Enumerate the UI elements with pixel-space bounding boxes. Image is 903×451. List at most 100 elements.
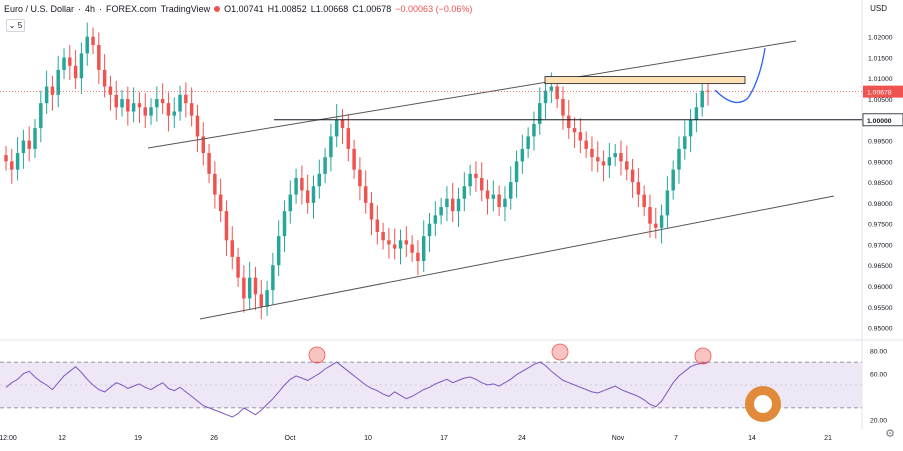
candle-body bbox=[126, 99, 130, 112]
candle-body bbox=[114, 94, 118, 108]
candle-body bbox=[44, 86, 49, 104]
time-tick-label: 14 bbox=[748, 435, 756, 442]
candle-body bbox=[189, 103, 194, 116]
rsi-tick-label: 60.00 bbox=[870, 372, 887, 379]
candle-body bbox=[265, 290, 269, 307]
candle-body bbox=[433, 215, 438, 224]
candle-body bbox=[143, 107, 147, 116]
price-tick-label: 0.97500 bbox=[868, 222, 893, 229]
collapse-indicators-button[interactable]: ⌄ 5 bbox=[6, 19, 25, 32]
rsi-line bbox=[5, 361, 709, 418]
candle-body bbox=[613, 153, 617, 158]
rsi-tick-label: 80.00 bbox=[870, 349, 887, 356]
candle-body bbox=[462, 186, 467, 199]
candle-body bbox=[207, 153, 211, 174]
interval-label[interactable]: 4h bbox=[85, 4, 96, 14]
candle-body bbox=[572, 128, 577, 133]
candle-body bbox=[468, 173, 472, 187]
candle-body bbox=[288, 194, 293, 212]
candle-body bbox=[329, 136, 333, 158]
candle-body bbox=[654, 223, 658, 228]
current-price-tag bbox=[863, 85, 903, 98]
candle-body bbox=[97, 45, 101, 70]
low-value: L1.00668 bbox=[310, 4, 349, 14]
upper-trendline bbox=[147, 40, 797, 149]
candle-body bbox=[497, 194, 501, 208]
candle-body bbox=[445, 198, 449, 208]
candle-body bbox=[607, 157, 612, 166]
candle-body bbox=[282, 211, 287, 237]
symbol-name[interactable]: Euro / U.S. Dollar bbox=[4, 4, 75, 14]
candle-body bbox=[253, 277, 258, 295]
candle-body bbox=[665, 190, 670, 216]
candle-body bbox=[532, 123, 536, 137]
candle-body bbox=[398, 240, 403, 249]
currency-label[interactable]: USD bbox=[870, 4, 887, 13]
candle-body bbox=[549, 86, 554, 91]
candle-body bbox=[491, 194, 496, 199]
close-value: C1.00678 bbox=[352, 4, 392, 14]
parity-level-label: 1.00000 bbox=[867, 118, 892, 125]
candle-body bbox=[317, 173, 322, 187]
candle-body bbox=[10, 161, 14, 170]
candle-body bbox=[178, 94, 182, 112]
time-tick-label: 21 bbox=[824, 435, 832, 442]
candle-body bbox=[584, 140, 588, 149]
candle-body bbox=[33, 128, 37, 149]
candle-body bbox=[590, 148, 594, 158]
candle-body bbox=[334, 119, 339, 137]
candle-body bbox=[242, 277, 246, 299]
candle-body bbox=[630, 169, 635, 183]
candle-body bbox=[421, 236, 426, 262]
candle-body bbox=[172, 111, 176, 116]
time-tick-label: 12 bbox=[58, 435, 66, 442]
candle-body bbox=[73, 65, 78, 79]
time-tick-label: 26 bbox=[210, 435, 218, 442]
candle-body bbox=[596, 157, 600, 162]
current-price-label: 1.00678 bbox=[867, 90, 892, 97]
candle-body bbox=[201, 136, 205, 154]
candle-body bbox=[503, 198, 507, 208]
price-tick-label: 0.98000 bbox=[868, 201, 893, 208]
candle-body bbox=[474, 173, 478, 178]
price-tick-label: 1.01000 bbox=[868, 76, 893, 83]
candle-body bbox=[381, 231, 385, 241]
candle-body bbox=[276, 236, 281, 266]
candle-body bbox=[625, 161, 629, 170]
rsi-overbought-circle bbox=[551, 343, 569, 361]
time-tick-label: 10 bbox=[364, 435, 372, 442]
candle-body bbox=[271, 265, 275, 291]
candle-body bbox=[39, 103, 43, 129]
candle-body bbox=[520, 148, 525, 162]
price-tick-label: 1.02000 bbox=[868, 35, 893, 42]
candle-body bbox=[543, 90, 548, 104]
candle-body bbox=[50, 86, 55, 95]
chevron-down-icon: ⌄ bbox=[8, 21, 16, 30]
candle-body bbox=[636, 182, 641, 195]
time-tick-label: Oct bbox=[285, 435, 296, 442]
price-tick-label: 1.01500 bbox=[868, 55, 893, 62]
candle-body bbox=[392, 244, 397, 249]
candle-body bbox=[340, 119, 345, 129]
candle-body bbox=[230, 240, 235, 257]
candle-body bbox=[62, 57, 66, 70]
price-tick-label: 0.99500 bbox=[868, 139, 893, 146]
time-tick-label: 19 bbox=[134, 435, 142, 442]
candle-body bbox=[155, 99, 159, 108]
candle-body bbox=[149, 107, 153, 116]
separator: · bbox=[78, 4, 82, 14]
rsi-tick-label: 20.00 bbox=[870, 417, 887, 424]
market-status-icon bbox=[214, 6, 221, 12]
indicator-count: 5 bbox=[17, 21, 23, 30]
candle-body bbox=[683, 136, 687, 149]
candle-body bbox=[160, 99, 165, 104]
candle-body bbox=[375, 219, 380, 232]
candle-body bbox=[27, 140, 31, 149]
candle-body bbox=[213, 173, 217, 195]
candle-body bbox=[305, 190, 310, 203]
settings-gear-icon[interactable]: ⚙ bbox=[885, 428, 895, 440]
candle-body bbox=[195, 115, 200, 137]
open-value: O1.00741 bbox=[224, 4, 264, 14]
